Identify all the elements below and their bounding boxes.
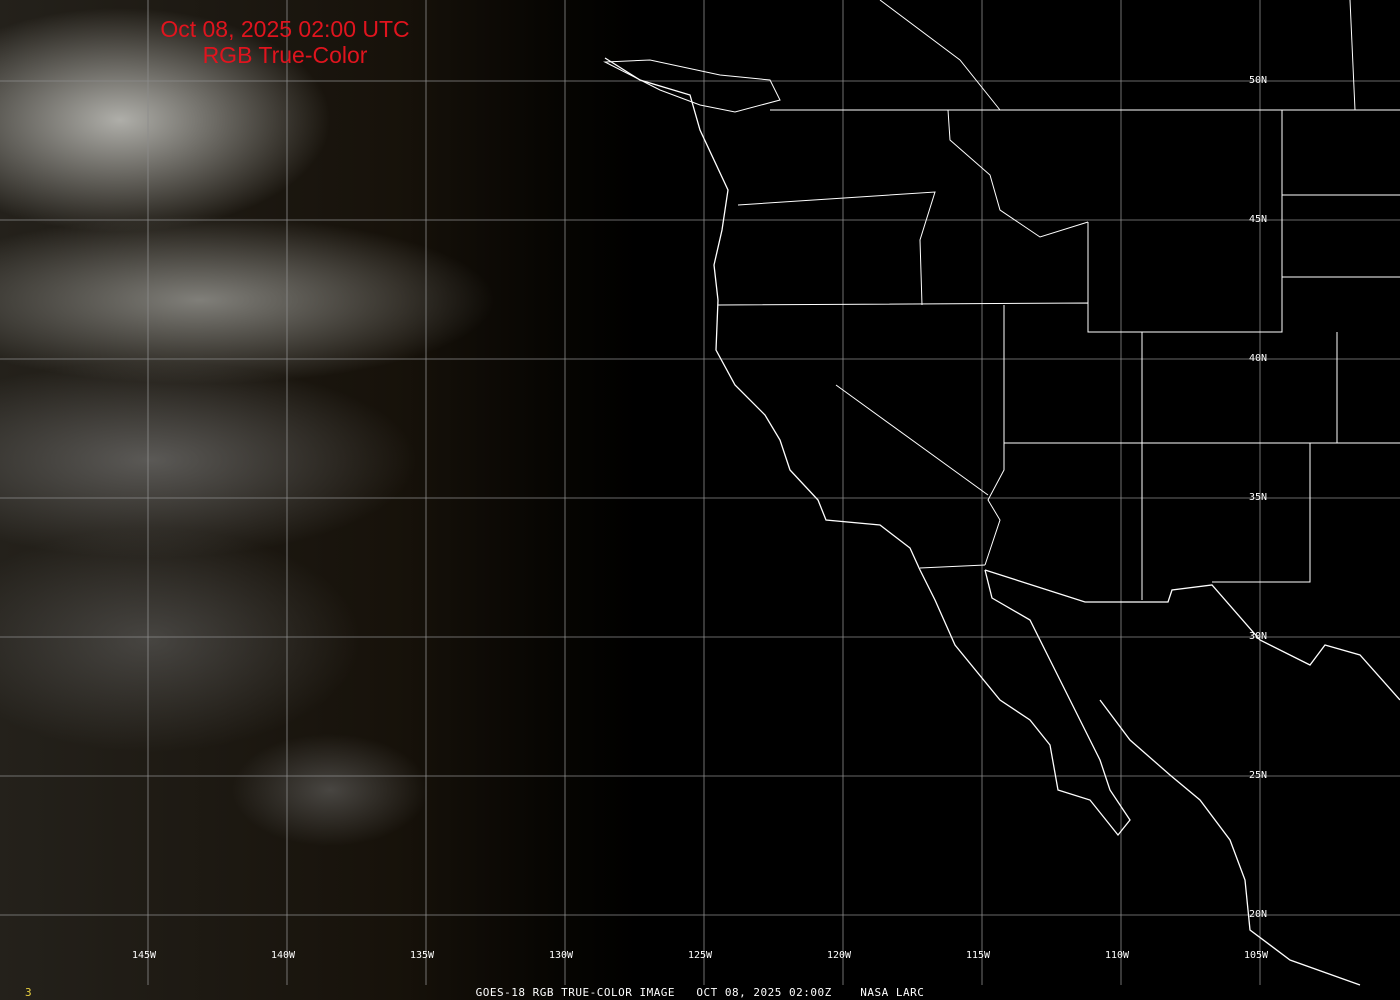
- frame-number: 3: [25, 986, 32, 999]
- vancouver-island: [603, 59, 781, 113]
- latitude-label: 30N: [1249, 631, 1268, 642]
- longitude-label: 125W: [688, 950, 713, 961]
- latitude-label: 50N: [1249, 75, 1268, 86]
- latitude-label: 35N: [1249, 492, 1268, 503]
- longitude-label: 105W: [1244, 950, 1269, 961]
- longitude-label: 115W: [966, 950, 991, 961]
- mexico-coast: [984, 569, 1400, 701]
- latitude-label: 45N: [1249, 214, 1268, 225]
- longitude-label: 110W: [1105, 950, 1130, 961]
- west-coast: [604, 57, 1131, 837]
- title-datetime: Oct 08, 2025 02:00 UTC: [160, 16, 410, 42]
- longitude-label: 135W: [410, 950, 435, 961]
- state-borders: [717, 0, 1400, 600]
- latitude-label: 20N: [1249, 909, 1268, 920]
- mexico-gulf-coast: [1099, 699, 1361, 986]
- longitude-label: 145W: [132, 950, 157, 961]
- latitude-label: 40N: [1249, 353, 1268, 364]
- coastlines: [603, 57, 1400, 986]
- longitude-label: 130W: [549, 950, 574, 961]
- longitude-label: 140W: [271, 950, 296, 961]
- title-product: RGB True-Color: [202, 42, 368, 68]
- latitude-label: 25N: [1249, 770, 1268, 781]
- image-caption: GOES-18 RGB TRUE-COLOR IMAGE OCT 08, 202…: [475, 986, 925, 999]
- longitude-label: 120W: [827, 950, 852, 961]
